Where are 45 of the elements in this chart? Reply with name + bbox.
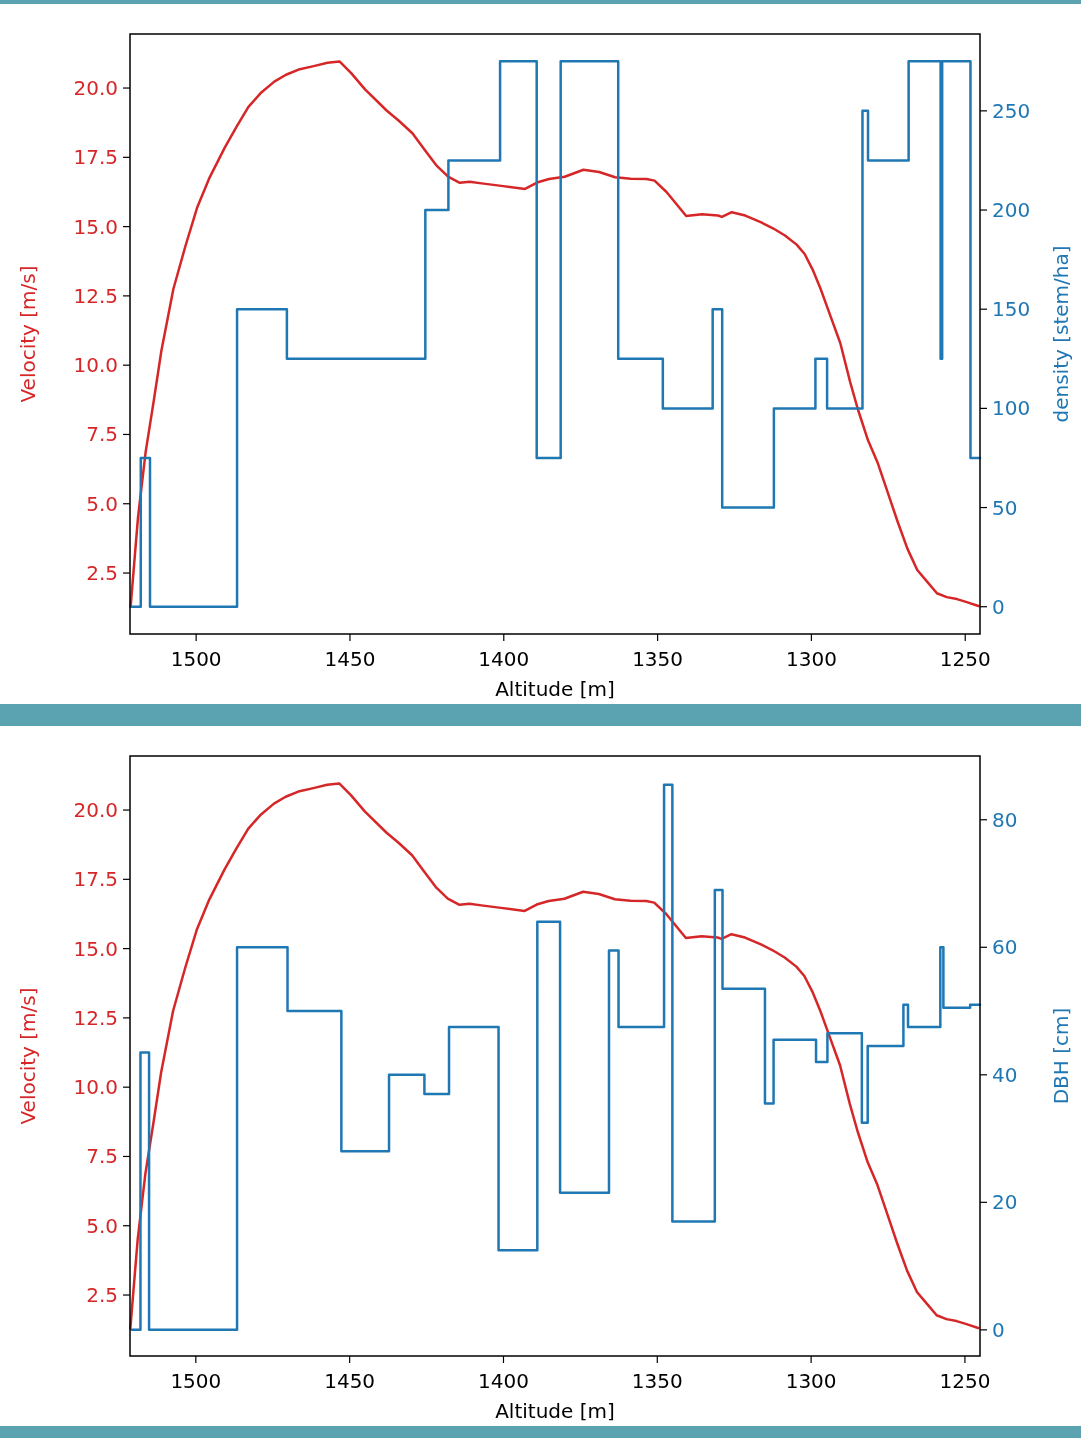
y2-tick-label: 150: [992, 297, 1031, 322]
y-tick-label: 5.0: [86, 1213, 118, 1238]
x-tick-label: 1500: [170, 647, 222, 671]
y-tick-label: 10.0: [73, 1075, 118, 1100]
y2-tick-label: 20: [992, 1190, 1018, 1215]
y2-tick-label: 0: [992, 1317, 1005, 1342]
y-tick-label: 15.0: [73, 936, 118, 961]
x-tick-label: 1400: [478, 647, 530, 671]
y2-tick-label: 250: [992, 98, 1031, 123]
y2-tick-label: 200: [992, 198, 1031, 223]
y-tick-label: 7.5: [86, 422, 118, 447]
x-tick-label: 1450: [324, 1369, 376, 1393]
y2-tick-label: 80: [992, 807, 1018, 832]
y2-axis-title: density [stem/ha]: [1049, 245, 1073, 423]
x-tick-label: 1350: [631, 1369, 683, 1393]
x-tick-label: 1450: [324, 647, 376, 671]
x-tick-label: 1400: [478, 1369, 529, 1393]
y-tick-label: 5.0: [86, 491, 118, 516]
x-axis-title: Altitude [m]: [495, 677, 615, 701]
y-axis-title: Velocity [m/s]: [16, 265, 40, 403]
y-axis-title: Velocity [m/s]: [16, 987, 40, 1125]
x-tick-label: 1250: [939, 1369, 991, 1393]
x-tick-label: 1500: [170, 1369, 222, 1393]
y-tick-label: 20.0: [73, 798, 118, 823]
y-tick-label: 17.5: [73, 145, 118, 170]
x-axis-title: Altitude [m]: [495, 1399, 615, 1423]
y-tick-label: 12.5: [73, 1005, 118, 1030]
y-tick-label: 2.5: [86, 1283, 118, 1308]
y2-axis-title: DBH [cm]: [1049, 1007, 1073, 1105]
x-tick-label: 1300: [785, 647, 837, 671]
y2-tick-label: 100: [992, 396, 1031, 421]
x-tick-label: 1300: [785, 1369, 837, 1393]
y-tick-label: 2.5: [86, 561, 118, 586]
y-tick-label: 7.5: [86, 1144, 118, 1169]
y-tick-label: 10.0: [73, 353, 118, 378]
y2-tick-label: 0: [992, 594, 1005, 619]
y-tick-label: 20.0: [73, 76, 118, 101]
y-tick-label: 12.5: [73, 283, 118, 308]
y2-tick-label: 60: [992, 935, 1018, 960]
x-tick-label: 1250: [939, 647, 991, 671]
y-tick-label: 15.0: [73, 214, 118, 239]
y2-tick-label: 40: [992, 1062, 1018, 1087]
y2-tick-label: 50: [992, 495, 1018, 520]
y-tick-label: 17.5: [73, 867, 118, 892]
x-tick-label: 1350: [632, 647, 684, 671]
